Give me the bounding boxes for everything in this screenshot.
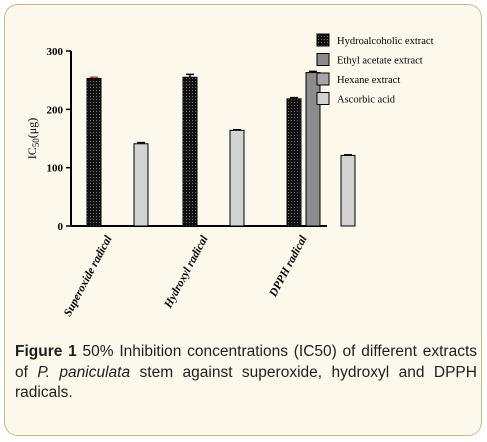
legend-swatch [316,53,330,66]
x-category-label: Hydroxyl radical [162,233,211,311]
caption-species: P. paniculata [37,363,131,381]
bar-0-0 [86,77,102,227]
legend-label: Hydroalcoholic extract [337,36,434,47]
figure-panel: 0 100 200 300 IC50(μg) Superoxide radical Hydr… [4,4,482,436]
figure-caption: Figure 1 50% Inhibition concentrations (… [15,342,477,404]
bar-1-0 [182,76,198,227]
legend-swatch [316,92,330,105]
caption-text-after: stem against superoxide, hydroxyl and DP… [15,363,477,402]
y-axis-label: IC50(μg) [25,118,41,159]
y-tick-label: 100 [47,163,64,175]
legend-label: Ascorbic acid [337,95,396,106]
legend-swatch [316,33,330,47]
legend-swatch [316,72,330,86]
caption-label: Figure 1 [15,343,77,360]
y-tick-label: 0 [58,221,64,233]
y-tick-label: 300 [47,46,64,58]
bar-chart: 0 100 200 300 IC50(μg) Superoxide radical Hydr… [25,33,434,319]
bar-0-3 [133,143,149,227]
legend-label: Ethyl acetate extract [337,56,423,67]
bar-1-3 [229,129,245,227]
caption-text-before: 50% Inhibition concentrations (IC50) of … [15,343,478,381]
x-category-label: DPPH radical [267,233,310,300]
bar-2-0 [286,98,302,227]
bar-2-3 [340,154,356,227]
x-category-label: Superoxide radical [62,233,115,319]
legend-label: Hexane extract [337,75,400,86]
y-tick-label: 200 [47,104,64,116]
